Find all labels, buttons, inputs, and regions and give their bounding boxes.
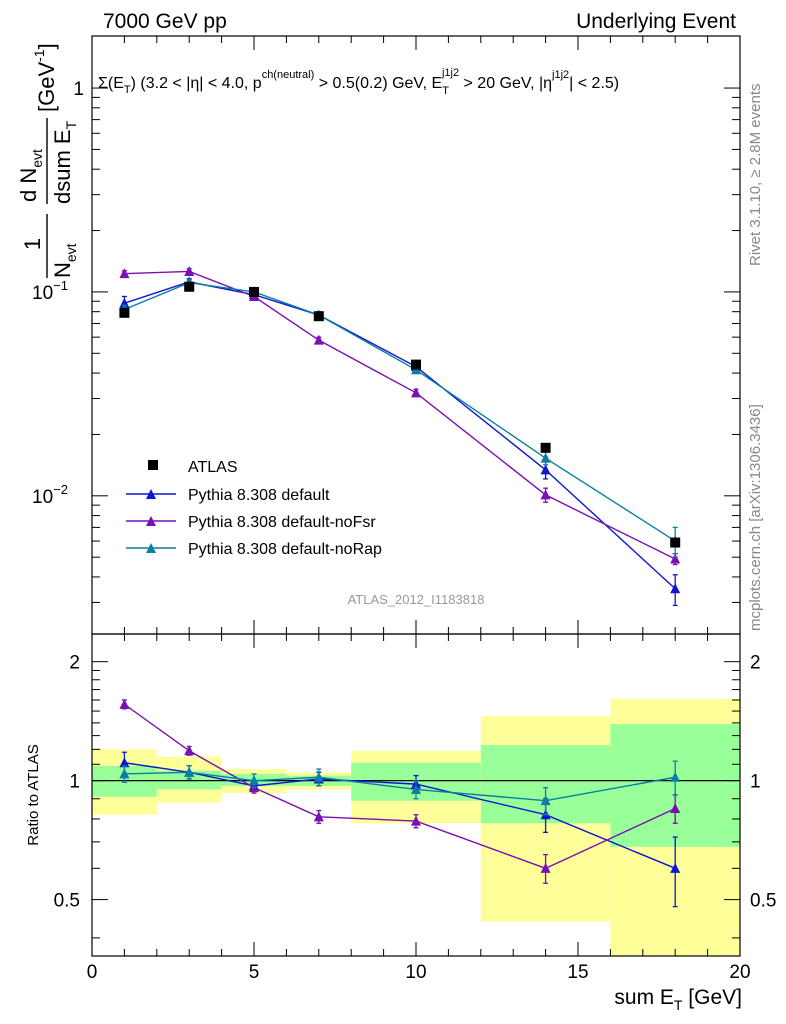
ratio-point-series-1 [119, 757, 130, 768]
ratio-point-series-2 [670, 803, 681, 814]
x-tick-label: 10 [405, 962, 426, 983]
legend-item-pythia-norap: Pythia 8.308 default-noRap [126, 541, 382, 558]
point-atlas [670, 537, 681, 548]
ratio-point-series-2 [411, 815, 421, 826]
point-series-1 [670, 583, 681, 594]
header-left-label: 7000 GeV pp [103, 10, 227, 33]
ratio-point-series-2 [119, 698, 130, 709]
legend: ATLAS Pythia 8.308 default Pythia 8.308 … [126, 459, 382, 558]
x-tick-label: 5 [249, 962, 260, 983]
ratio-tick-label-right: 2 [750, 653, 761, 674]
svg-text:1: 1 [20, 238, 45, 250]
point-series-2 [670, 553, 681, 564]
rivet-label: Rivet 3.1.10, ≥ 2.8M events [747, 84, 764, 267]
ratio-plot-frame [91, 633, 741, 957]
ratio-point-series-3 [670, 771, 681, 782]
point-series-2 [119, 268, 130, 279]
ratio-tick-label-right: 1 [750, 772, 761, 793]
ratio-point-series-2 [184, 745, 195, 756]
svg-text:Pythia 8.308 default-noFsr: Pythia 8.308 default-noFsr [188, 514, 376, 531]
ratio-point-series-1 [670, 862, 681, 873]
y-tick-label: 10−1 [32, 278, 68, 304]
point-atlas [184, 281, 195, 292]
x-tick-label: 0 [87, 962, 98, 983]
header-right-label: Underlying Event [576, 10, 736, 33]
plot-title: Σ(ET) (3.2 < |η| < 4.0, pch(neutral) > 0… [98, 67, 619, 97]
svg-text:Pythia 8.308 default-noRap: Pythia 8.308 default-noRap [188, 541, 382, 558]
ratio-tick-label: 2 [69, 653, 80, 674]
series-markers [119, 265, 681, 908]
y-tick-label: 1 [73, 79, 84, 100]
svg-text:Pythia 8.308 default: Pythia 8.308 default [188, 487, 330, 504]
ratio-point-series-3 [184, 766, 195, 777]
svg-text:dsum ET: dsum ET [50, 120, 79, 204]
ratio-tick-label-right: 0.5 [750, 891, 776, 912]
point-atlas [313, 311, 324, 322]
point-series-2 [184, 265, 195, 276]
y-tick-label: 10−2 [32, 482, 68, 508]
point-series-1 [540, 464, 551, 475]
analysis-watermark: ATLAS_2012_I1183818 [348, 592, 485, 607]
svg-text:d Nevt: d Nevt [16, 149, 45, 202]
legend-item-pythia-default: Pythia 8.308 default [126, 487, 330, 504]
svg-text:[GeV-1]: [GeV-1] [31, 43, 59, 112]
ratio-point-series-2 [313, 811, 324, 822]
svg-text:ATLAS: ATLAS [188, 459, 238, 476]
ratio-point-series-3 [313, 771, 324, 782]
x-tick-label: 15 [567, 962, 588, 983]
point-atlas [411, 359, 421, 370]
point-series-3 [540, 452, 551, 463]
ratio-tick-label: 1 [69, 772, 80, 793]
point-atlas [540, 442, 551, 453]
ratio-point-series-2 [540, 862, 551, 873]
legend-item-atlas: ATLAS [148, 459, 238, 476]
ratio-tick-label: 0.5 [54, 891, 80, 912]
point-series-2 [540, 489, 551, 500]
point-series-2 [411, 387, 421, 398]
mcplots-label: mcplots.cern.ch [arXiv:1306.3436] [747, 404, 764, 631]
point-atlas [119, 307, 130, 318]
x-tick-label: 20 [729, 962, 750, 983]
x-axis-label: sum ET [GeV] [614, 986, 742, 1013]
ratio-point-series-3 [249, 775, 259, 786]
svg-text:Nevt: Nevt [50, 243, 79, 278]
ratio-point-series-3 [540, 795, 551, 806]
ratio-point-series-3 [411, 783, 421, 794]
ratio-point-series-3 [119, 768, 130, 779]
legend-item-pythia-nofsr: Pythia 8.308 default-noFsr [126, 514, 376, 531]
point-atlas [249, 286, 259, 297]
point-series-2 [313, 334, 324, 345]
ratio-y-axis-label: Ratio to ATLAS [25, 744, 42, 845]
y-axis-label: 1 Nevt d Nevt dsum ET [GeV-1] [16, 43, 79, 278]
